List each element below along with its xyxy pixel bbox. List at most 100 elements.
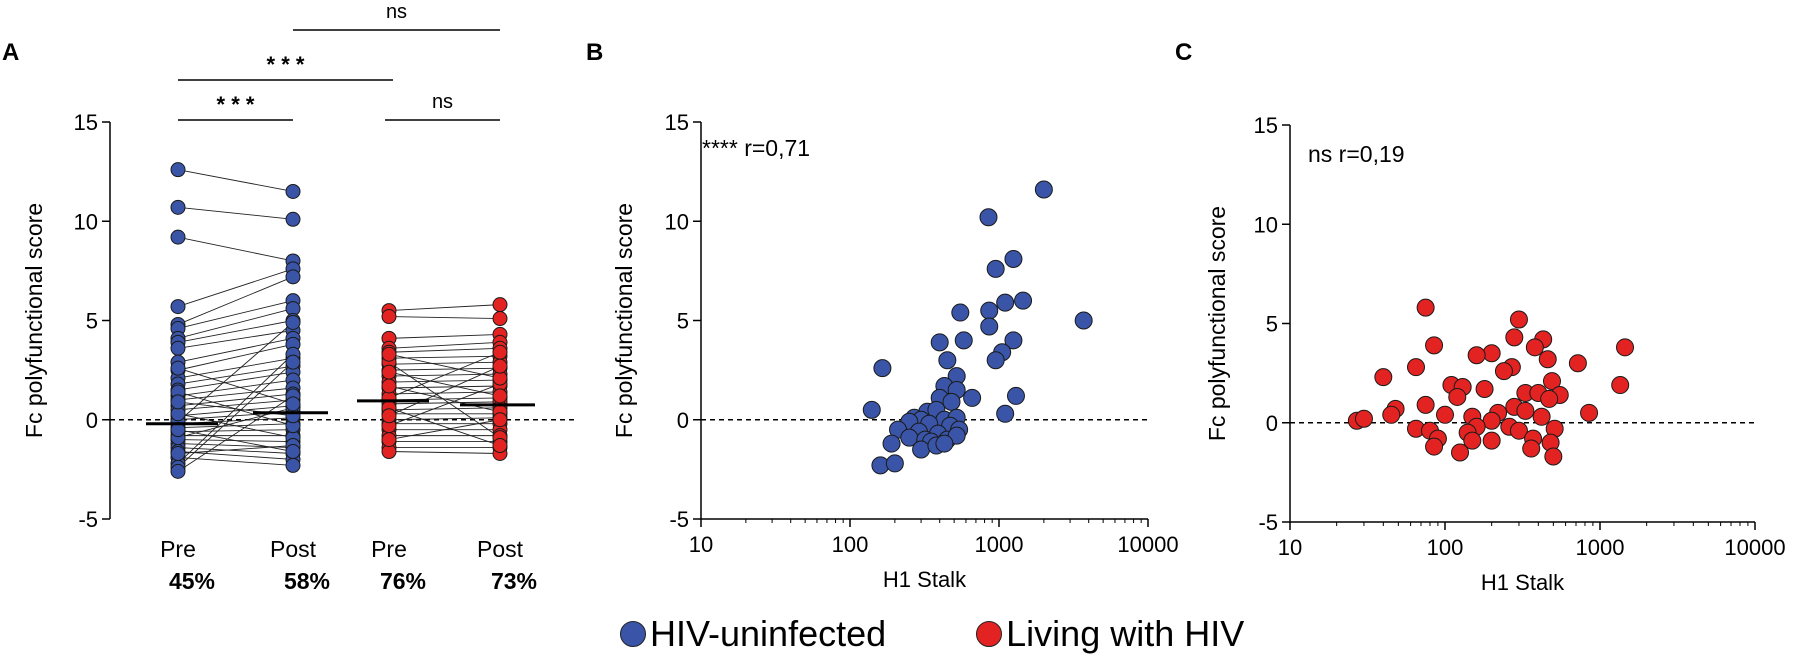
correlation-annotation: **** r=0,71 (702, 135, 810, 161)
legend-swatch-living-with-hiv (976, 621, 1003, 647)
data-point (986, 259, 1005, 278)
panel-b: -5 0 5 10 15 Fc polyfunctional score 10 100 1000… (611, 110, 1179, 592)
data-point (882, 434, 901, 453)
data-point (381, 432, 397, 448)
y-axis-label: Fc polyfunctional score (611, 203, 637, 438)
data-point (1616, 338, 1635, 357)
pair-line (177, 337, 294, 363)
pair-line (388, 353, 501, 379)
pair-line (388, 361, 501, 365)
data-point (1354, 409, 1373, 428)
data-point (1416, 395, 1435, 414)
data-point (1006, 386, 1025, 405)
pair-line (388, 407, 501, 411)
data-point (1516, 401, 1535, 420)
legend-item-living-with-hiv: Living with HIV (976, 613, 1244, 655)
panel-a: -5 0 5 10 15 Fc polyfunctional score Pre 45% Pos… (21, 1, 575, 594)
panel-c: -5 0 5 10 15 Fc polyfunctional score 10 100 1000… (1204, 113, 1786, 595)
data-point (492, 358, 508, 374)
data-point (1436, 405, 1454, 424)
data-point (285, 457, 301, 473)
data-point (170, 445, 186, 461)
pair-line (388, 385, 501, 389)
percentage-label: 58% (284, 568, 330, 594)
data-point (1482, 411, 1501, 430)
data-point (170, 229, 186, 245)
x-tick-label: 10 (1278, 535, 1302, 560)
data-point (381, 309, 397, 325)
x-tick-label: 100 (1427, 535, 1464, 560)
data-point (963, 388, 982, 407)
significance-label: * * * (217, 92, 255, 117)
pair-line (177, 379, 294, 397)
percentage-label: 73% (491, 568, 537, 594)
data-point (1407, 358, 1426, 377)
legend-label-hiv-uninfected: HIV-uninfected (650, 613, 887, 654)
data-point (285, 396, 301, 412)
data-point (381, 378, 397, 394)
x-axis-label: H1 Stalk (883, 567, 967, 592)
data-point (1540, 389, 1559, 408)
data-point (1475, 380, 1494, 399)
data-point (170, 394, 186, 410)
pair-line (177, 413, 294, 439)
data-point (1525, 338, 1544, 357)
pair-line (177, 276, 294, 325)
x-axis-label: H1 Stalk (1481, 570, 1565, 595)
x-tick-label: 10 (689, 532, 713, 557)
panel-letter-c: C (1175, 39, 1192, 66)
pair-line (177, 367, 294, 405)
pair-line (388, 419, 501, 441)
data-point (1542, 372, 1561, 391)
data-point (912, 440, 931, 459)
y-tick-label: -5 (78, 507, 98, 532)
legend-item-hiv-uninfected: HIV-uninfected (620, 613, 886, 655)
x-tick-label: 1000 (975, 532, 1024, 557)
data-point (1482, 344, 1501, 363)
data-point (1004, 331, 1023, 350)
data-point (170, 162, 186, 178)
legend: HIV-uninfected Living with HIV (620, 612, 1380, 656)
data-point (986, 351, 1005, 370)
y-tick-label: 15 (665, 110, 689, 135)
panel-letter-b: B (586, 39, 603, 66)
data-point (1463, 431, 1482, 450)
data-point (285, 211, 301, 227)
panel-letter-a: A (2, 39, 19, 66)
legend-swatch-hiv-uninfected (620, 621, 646, 647)
pair-line (388, 417, 501, 421)
data-point (980, 301, 999, 320)
pair-line (177, 451, 294, 460)
data-point (1522, 439, 1541, 458)
pair-line (177, 268, 294, 308)
y-tick-label: 0 (677, 408, 689, 433)
y-tick-label: 0 (1266, 411, 1278, 436)
x-tick-label: 10000 (1724, 535, 1785, 560)
y-tick-label: 10 (74, 209, 98, 234)
data-point (979, 208, 998, 227)
y-axis-label: Fc polyfunctional score (1204, 206, 1230, 441)
pair-line (388, 341, 501, 349)
pair-line (388, 401, 501, 405)
data-point (1509, 310, 1528, 329)
data-point (492, 388, 508, 404)
correlation-annotation: ns r=0,19 (1308, 141, 1405, 167)
pair-line (177, 447, 294, 454)
pair-line (388, 347, 501, 353)
data-point (170, 199, 186, 215)
y-tick-label: 10 (665, 209, 689, 234)
data-point (938, 351, 957, 370)
data-point (1509, 421, 1528, 440)
significance-label: ns (432, 91, 453, 113)
pair-line (177, 169, 294, 192)
x-tick-label: Post (477, 536, 524, 562)
y-tick-label: 15 (74, 110, 98, 135)
x-tick-label: 10000 (1117, 532, 1178, 557)
pair-line (388, 333, 501, 339)
data-point (285, 183, 301, 199)
data-point (381, 408, 397, 424)
data-point (885, 454, 904, 473)
data-point (492, 344, 508, 360)
data-point (1580, 403, 1599, 422)
data-point (170, 340, 186, 356)
